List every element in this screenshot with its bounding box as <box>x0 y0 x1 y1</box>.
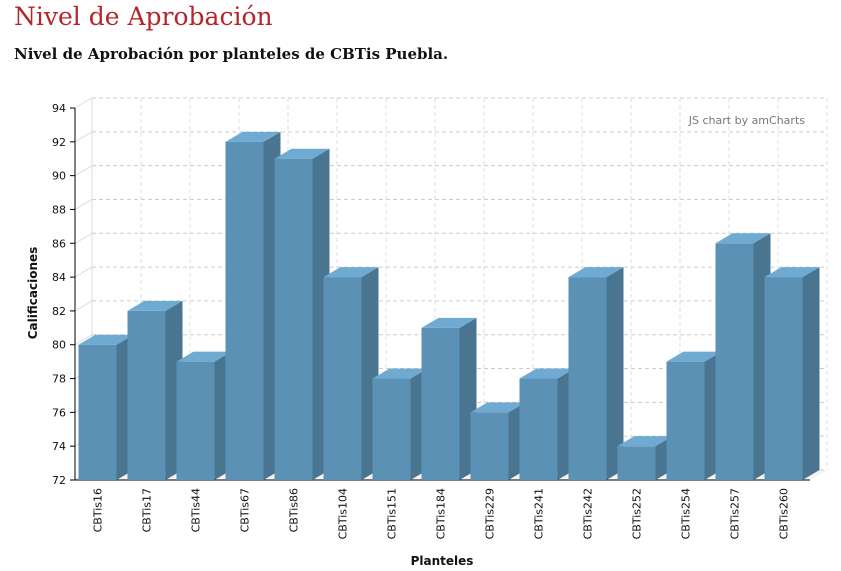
bar-top-face <box>78 334 134 345</box>
bar-front-face <box>470 412 509 480</box>
y-tick-label: 94 <box>52 102 66 115</box>
bar-top-face <box>519 368 575 379</box>
bar-CBTis252[interactable] <box>617 436 673 480</box>
y-gridline-side <box>74 131 93 143</box>
bar-CBTis229[interactable] <box>470 402 526 480</box>
bar-top-face <box>127 300 183 311</box>
y-tick-label: 80 <box>52 339 66 352</box>
y-gridline-side <box>74 97 93 109</box>
y-tick-label: 74 <box>52 440 66 453</box>
bar-front-face <box>519 378 558 480</box>
bar-CBTis257[interactable] <box>715 233 771 480</box>
x-tick-label: CBTis44 <box>190 488 203 532</box>
x-tick-label: CBTis229 <box>484 488 497 539</box>
bar-top-face <box>372 368 428 379</box>
bar-CBTis184[interactable] <box>421 317 477 480</box>
bar-CBTis67[interactable] <box>225 131 281 480</box>
bar-top-face <box>421 317 477 328</box>
x-tick-label: CBTis254 <box>680 488 693 539</box>
bar-side-face <box>606 267 624 480</box>
bar-front-face <box>323 277 362 480</box>
bar-front-face <box>78 344 117 480</box>
x-tick-label: CBTis67 <box>239 488 252 532</box>
bar-front-face <box>127 310 166 480</box>
x-axis-title: Planteles <box>411 554 474 568</box>
bar-top-face <box>225 131 281 142</box>
y-gridline-side <box>74 165 93 177</box>
page-title: Nivel de Aprobación <box>14 2 273 31</box>
bar-top-face <box>323 267 379 278</box>
bar-top-face <box>764 267 820 278</box>
bar-CBTis104[interactable] <box>323 267 379 480</box>
y-tick-label: 88 <box>52 203 66 216</box>
bar-top-face <box>715 233 771 244</box>
bar-CBTis254[interactable] <box>666 351 722 480</box>
x-tick-label: CBTis260 <box>778 488 791 539</box>
x-tick-label: CBTis257 <box>729 488 742 539</box>
bar-CBTis242[interactable] <box>568 267 624 480</box>
bar-CBTis241[interactable] <box>519 368 575 480</box>
y-gridline-side <box>74 334 93 346</box>
x-tick-label: CBTis16 <box>92 488 105 532</box>
bar-CBTis260[interactable] <box>764 267 820 480</box>
bar-side-face <box>802 267 820 480</box>
bar-front-face <box>421 327 460 480</box>
bar-top-face <box>666 351 722 362</box>
bar-CBTis86[interactable] <box>274 148 330 480</box>
x-tick-label: CBTis86 <box>288 488 301 532</box>
bar-top-face <box>274 148 330 159</box>
amcharts-credit-link[interactable]: JS chart by amCharts <box>688 114 805 127</box>
bar-CBTis16[interactable] <box>78 334 134 480</box>
x-tick-label: CBTis151 <box>386 488 399 539</box>
bar-CBTis151[interactable] <box>372 368 428 480</box>
y-tick-label: 78 <box>52 373 66 386</box>
bar-top-face <box>568 267 624 278</box>
bar-front-face <box>617 446 656 480</box>
y-gridline-side <box>74 232 93 244</box>
bar-front-face <box>568 277 607 480</box>
bar-CBTis17[interactable] <box>127 300 183 480</box>
x-tick-label: CBTis241 <box>533 488 546 539</box>
bar-top-face <box>176 351 232 362</box>
page-subtitle: Nivel de Aprobación por planteles de CBT… <box>14 45 449 63</box>
bar-top-face <box>470 402 526 413</box>
y-gridline-side <box>74 266 93 278</box>
y-tick-label: 82 <box>52 305 66 318</box>
bar-front-face <box>715 243 754 480</box>
x-tick-label: CBTis242 <box>582 488 595 539</box>
y-tick-label: 90 <box>52 170 66 183</box>
bar-front-face <box>764 277 803 480</box>
bar-front-face <box>225 141 264 480</box>
bar-front-face <box>372 378 411 480</box>
bar-front-face <box>274 158 313 480</box>
y-gridline-side <box>74 199 93 210</box>
bar-front-face <box>666 361 705 480</box>
bar-CBTis44[interactable] <box>176 351 232 480</box>
y-tick-label: 76 <box>52 406 66 419</box>
x-tick-label: CBTis104 <box>337 488 350 539</box>
y-tick-label: 86 <box>52 237 66 250</box>
y-tick-label: 92 <box>52 136 66 149</box>
y-tick-label: 84 <box>52 271 66 284</box>
x-tick-label: CBTis252 <box>631 488 644 539</box>
bar-top-face <box>617 436 673 447</box>
x-tick-label: CBTis17 <box>141 488 154 532</box>
y-axis-title: Calificaciones <box>26 247 40 340</box>
y-gridline-side <box>74 300 93 312</box>
bar-front-face <box>176 361 215 480</box>
x-tick-label: CBTis184 <box>435 488 448 539</box>
y-tick-label: 72 <box>52 474 66 487</box>
